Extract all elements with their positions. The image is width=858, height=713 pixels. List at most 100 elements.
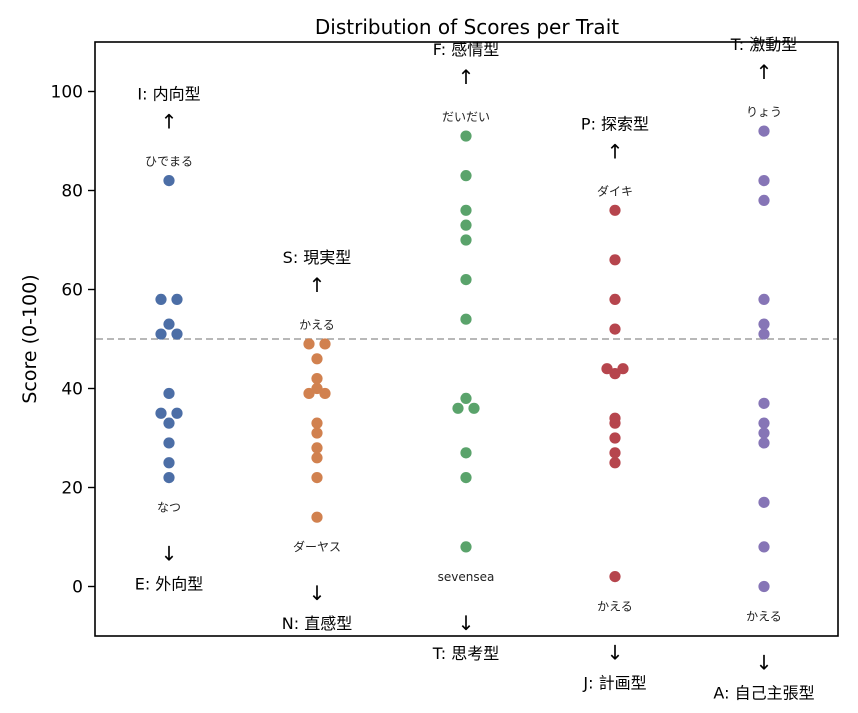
data-point — [319, 338, 331, 350]
trait-top-label: S: 現実型 — [283, 248, 352, 267]
data-point — [758, 175, 770, 187]
data-point — [460, 274, 472, 286]
top-scorer-name: りょう — [746, 105, 782, 119]
y-tick-label: 60 — [61, 281, 83, 301]
y-tick-label: 0 — [72, 578, 83, 598]
bottom-scorer-name: ダーヤス — [293, 539, 341, 554]
data-point — [758, 437, 770, 449]
data-point — [758, 541, 770, 553]
data-point — [311, 353, 323, 365]
data-point — [758, 194, 770, 206]
arrow-up-icon: ↑ — [161, 110, 178, 134]
data-point — [163, 457, 175, 469]
data-point — [460, 234, 472, 246]
data-point — [758, 417, 770, 429]
data-point — [609, 447, 621, 459]
data-point — [460, 541, 472, 553]
trait-top-label: I: 内向型 — [137, 85, 200, 104]
data-point — [452, 402, 464, 414]
data-point — [311, 511, 323, 523]
y-axis-label: Score (0-100) — [19, 274, 41, 403]
data-point — [163, 417, 175, 429]
bottom-scorer-name: sevensea — [438, 570, 495, 584]
data-point — [163, 437, 175, 449]
arrow-down-icon: ↓ — [458, 611, 475, 635]
top-scorer-name: かえる — [299, 318, 335, 332]
top-scorer-name: だいだい — [442, 110, 490, 124]
bottom-scorer-name: かえる — [597, 600, 633, 614]
trait-top-label: P: 探索型 — [581, 114, 649, 133]
data-point — [609, 412, 621, 424]
data-point — [171, 407, 183, 419]
data-point — [609, 323, 621, 335]
data-point — [460, 392, 472, 404]
arrow-down-icon: ↓ — [309, 581, 326, 605]
data-point — [609, 571, 621, 583]
data-point — [758, 397, 770, 409]
trait-top-label: T: 激動型 — [730, 35, 798, 54]
top-scorer-name: ダイキ — [597, 183, 633, 198]
data-point — [155, 407, 167, 419]
data-point — [311, 472, 323, 484]
data-point — [303, 338, 315, 350]
data-point — [609, 254, 621, 266]
data-point — [758, 125, 770, 137]
data-point — [460, 219, 472, 231]
y-tick-label: 20 — [61, 479, 83, 499]
bottom-scorer-name: かえる — [746, 610, 782, 624]
data-point — [311, 452, 323, 464]
data-point — [758, 580, 770, 593]
data-point — [460, 130, 472, 142]
data-point — [163, 387, 175, 400]
arrow-up-icon: ↑ — [607, 139, 624, 163]
data-point — [460, 204, 472, 216]
data-point — [311, 373, 323, 385]
arrow-up-icon: ↑ — [309, 273, 326, 297]
plot-frame — [94, 41, 839, 637]
top-scorer-name: ひでまる — [145, 155, 193, 169]
y-tick-label: 100 — [51, 83, 83, 103]
data-point — [171, 293, 183, 305]
data-point — [171, 328, 183, 340]
data-point — [311, 427, 323, 439]
y-axis: 0 20 40 60 80 100 — [51, 83, 95, 598]
data-point — [758, 318, 770, 330]
data-point — [460, 447, 472, 459]
data-point — [460, 170, 472, 182]
data-point — [311, 442, 323, 454]
data-point — [609, 204, 621, 216]
trait-bottom-label: E: 外向型 — [135, 575, 204, 594]
arrow-down-icon: ↓ — [161, 542, 178, 566]
data-point — [163, 175, 175, 187]
chart-title: Distribution of Scores per Trait — [315, 15, 619, 39]
data-point — [460, 472, 472, 484]
data-point — [758, 293, 770, 305]
data-point — [460, 313, 472, 325]
data-point — [758, 328, 770, 340]
data-point — [468, 402, 480, 414]
data-point — [617, 363, 629, 375]
data-point — [758, 496, 770, 508]
data-point — [609, 293, 621, 305]
data-point — [609, 432, 621, 444]
data-point — [303, 387, 315, 400]
trait-bottom-label: A: 自己主張型 — [713, 684, 814, 703]
data-point — [311, 417, 323, 429]
trait-top-label: F: 感情型 — [433, 40, 499, 59]
trait-bottom-label: N: 直感型 — [282, 614, 352, 633]
data-point — [155, 328, 167, 340]
data-point — [758, 427, 770, 439]
trait-bottom-label: J: 計画型 — [582, 674, 646, 693]
data-point — [163, 472, 175, 484]
data-point — [319, 387, 331, 400]
y-tick-label: 80 — [61, 182, 83, 202]
data-point — [609, 368, 621, 380]
arrow-down-icon: ↓ — [607, 641, 624, 665]
trait-bottom-label: T: 思考型 — [432, 644, 500, 663]
data-point — [155, 293, 167, 305]
arrow-down-icon: ↓ — [756, 651, 773, 675]
y-tick-label: 40 — [61, 380, 83, 400]
arrow-up-icon: ↑ — [458, 65, 475, 89]
